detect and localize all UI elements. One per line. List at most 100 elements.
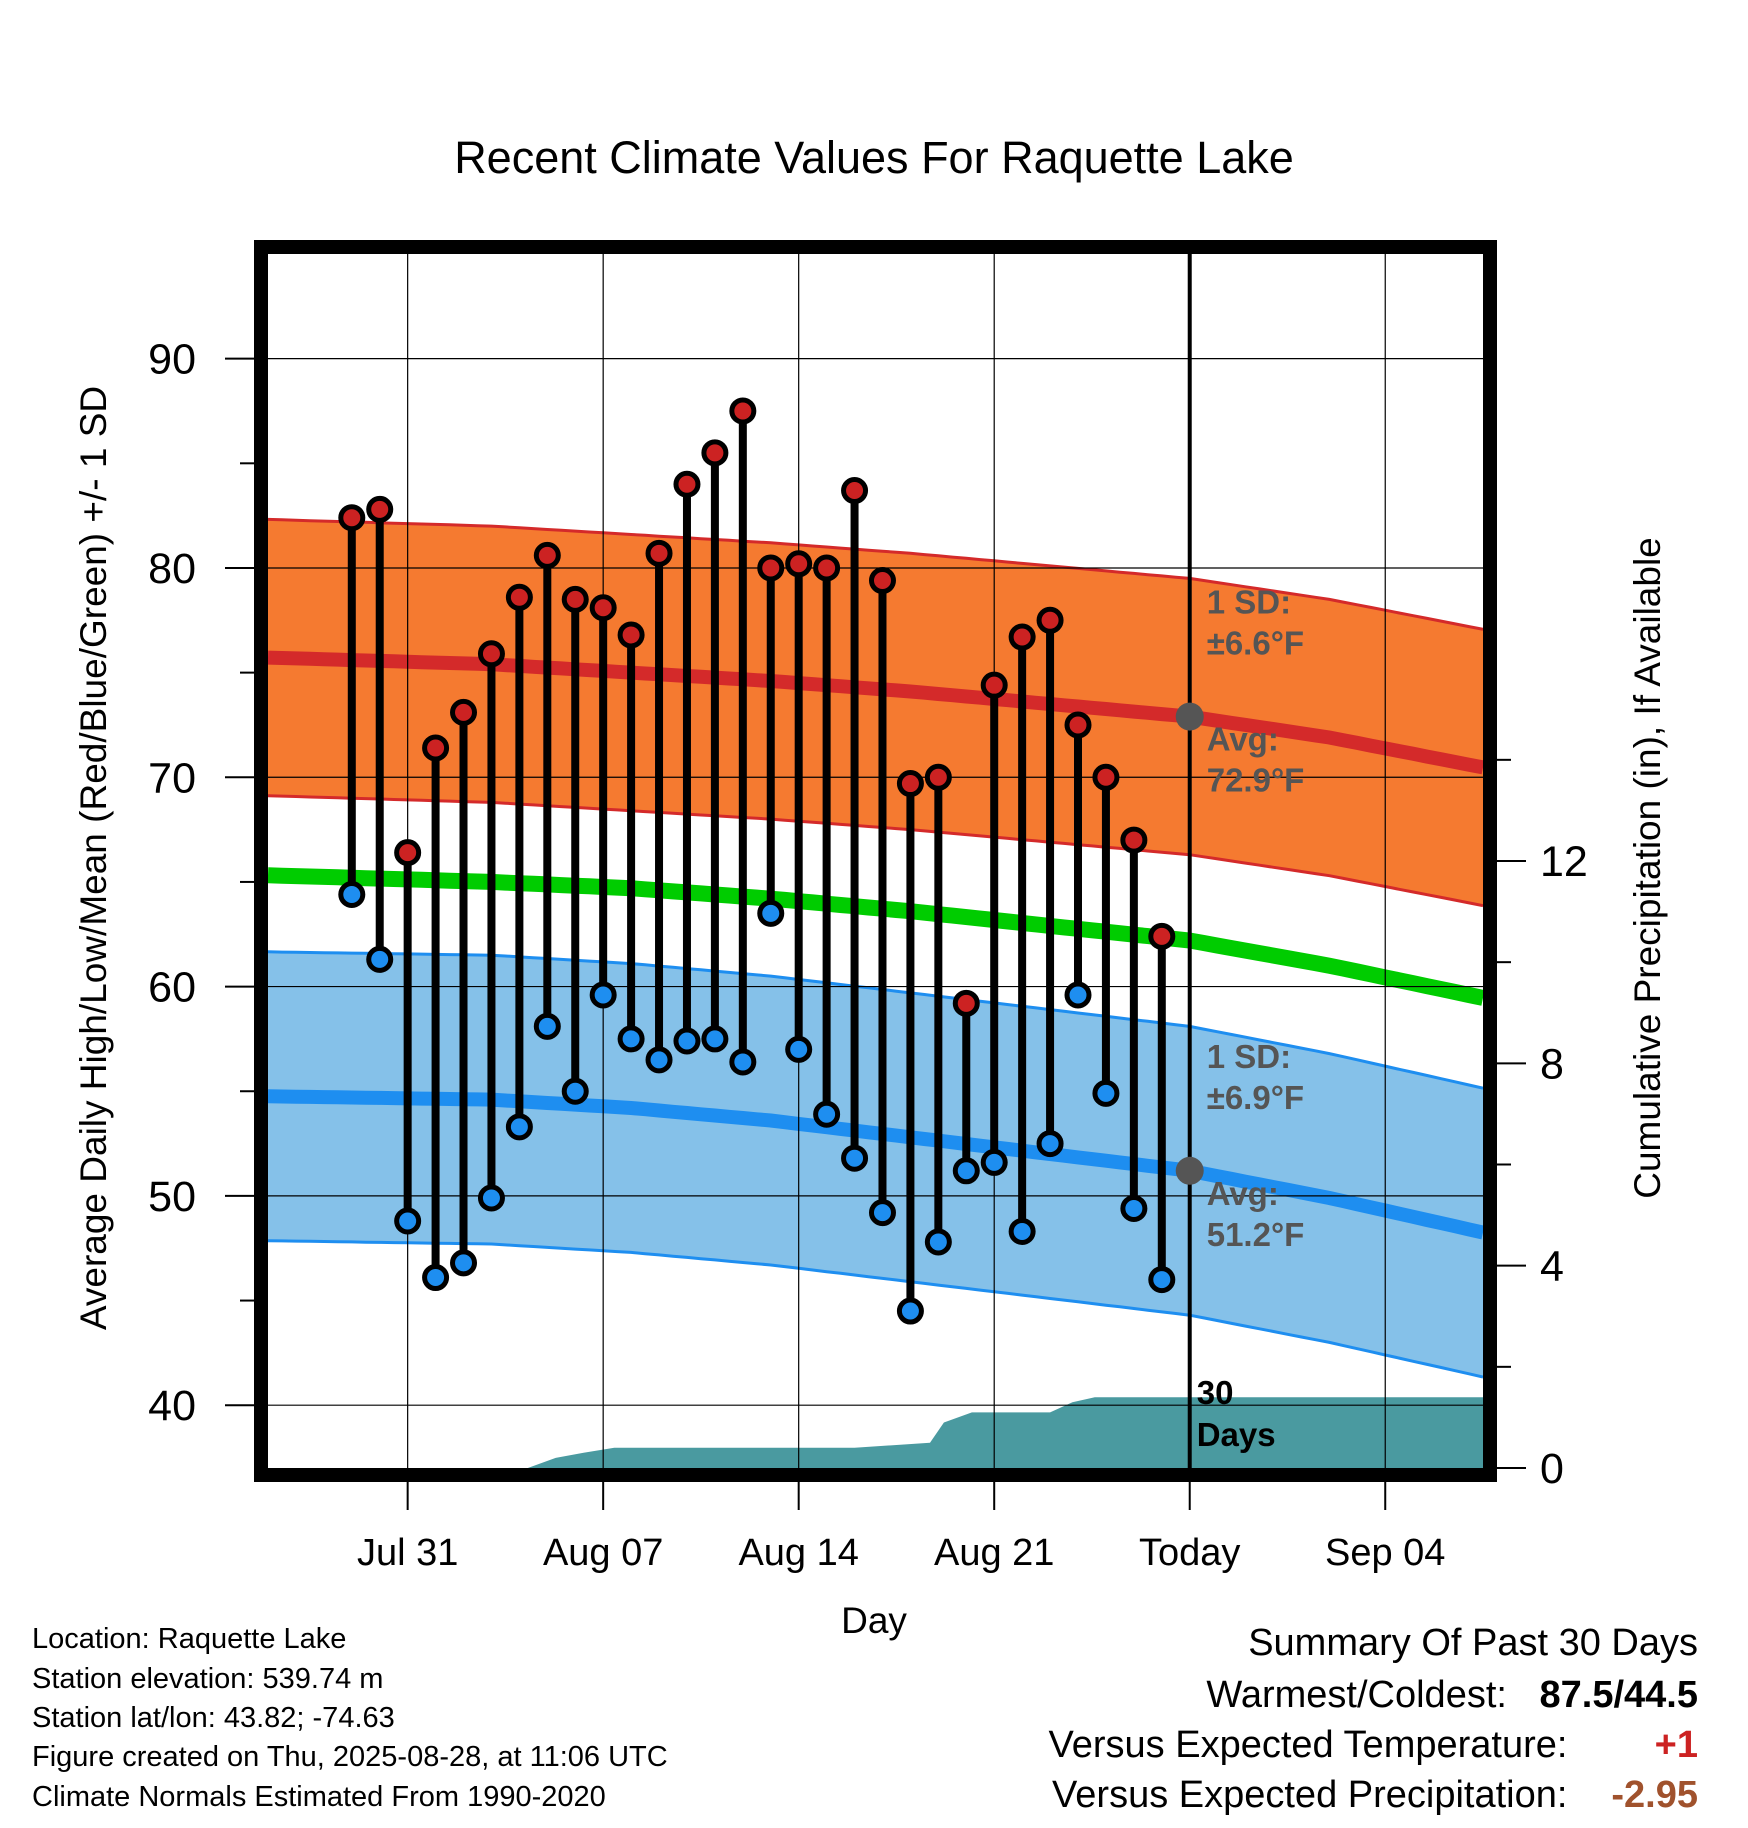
low-sd-label: 1 SD:	[1207, 1038, 1291, 1075]
low-marker	[701, 1025, 729, 1053]
low-avg-label: Avg:	[1207, 1175, 1279, 1212]
high-marker	[394, 839, 422, 867]
low-marker	[338, 880, 366, 908]
high-marker	[589, 594, 617, 622]
y-tick-label: 50	[148, 1173, 196, 1221]
high-marker	[673, 470, 701, 498]
summary-temp: Versus Expected Temperature: +1	[1049, 1724, 1698, 1767]
low-marker	[645, 1046, 673, 1074]
y-right-tick-label: 12	[1540, 838, 1588, 886]
high-marker	[422, 734, 450, 762]
x-tick-label: Aug 07	[543, 1532, 663, 1574]
high-marker	[561, 585, 589, 613]
low-marker	[841, 1144, 869, 1172]
x-axis-label: Day	[841, 1600, 907, 1641]
summary-warm-cold: Warmest/Coldest: 87.5/44.5	[1206, 1674, 1698, 1717]
high-marker	[505, 583, 533, 611]
high-sd-lower-edge	[268, 794, 1483, 908]
high-marker	[924, 763, 952, 791]
low-marker	[896, 1297, 924, 1325]
high-marker	[477, 640, 505, 668]
today-low-avg-dot	[1175, 1156, 1204, 1185]
precip-area	[268, 1397, 1483, 1468]
y-tick-label: 60	[148, 964, 196, 1012]
low-marker	[1120, 1194, 1148, 1222]
low-marker	[924, 1228, 952, 1256]
high-marker	[785, 550, 813, 578]
temp-value: +1	[1654, 1724, 1698, 1766]
high-marker	[338, 504, 366, 532]
high-marker	[729, 397, 757, 425]
high-marker	[450, 698, 478, 726]
high-sd-value: ±6.6°F	[1207, 625, 1304, 662]
low-avg-value: 51.2°F	[1207, 1216, 1305, 1253]
high-marker	[366, 495, 394, 523]
high-marker	[701, 439, 729, 467]
y-right-tick-label: 0	[1540, 1445, 1564, 1493]
y-right-tick-label: 8	[1540, 1040, 1564, 1088]
y-axis-label-right: Cumulative Precipitation (in), If Availa…	[1627, 537, 1668, 1199]
info-elevation: Station elevation: 539.74 m	[32, 1663, 384, 1695]
summary-heading: Summary Of Past 30 Days	[1248, 1622, 1698, 1664]
x-tick-label: Sep 04	[1325, 1532, 1445, 1574]
high-avg-label: Avg:	[1207, 721, 1279, 758]
x-tick-label: Today	[1139, 1532, 1240, 1574]
summary-precip: Versus Expected Precipitation: -2.95	[1052, 1774, 1698, 1817]
plot-frame	[254, 240, 1497, 1482]
precip-days-number: 30	[1197, 1374, 1234, 1411]
low-marker	[980, 1148, 1008, 1176]
high-marker	[617, 621, 645, 649]
precip-label: Versus Expected Precipitation:	[1052, 1774, 1568, 1816]
low-marker	[450, 1249, 478, 1277]
plot-area	[268, 517, 1483, 1468]
low-marker	[1148, 1266, 1176, 1294]
grid	[268, 254, 1483, 1468]
high-marker	[1008, 623, 1036, 651]
high-marker	[1064, 711, 1092, 739]
temp-label: Versus Expected Temperature:	[1048, 1724, 1568, 1766]
y-axis-label-left: Average Daily High/Low/Mean (Red/Blue/Gr…	[73, 386, 114, 1330]
high-marker	[757, 554, 785, 582]
low-marker	[1092, 1079, 1120, 1107]
high-marker	[1120, 826, 1148, 854]
low-marker	[757, 899, 785, 927]
low-sd-value: ±6.9°F	[1207, 1079, 1304, 1116]
y-tick-label: 70	[148, 754, 196, 802]
high-marker	[533, 541, 561, 569]
y-right-tick-label: 4	[1540, 1243, 1564, 1291]
normal-high-line	[268, 650, 1483, 775]
warm-cold-label: Warmest/Coldest:	[1206, 1674, 1507, 1716]
warm-cold-value: 87.5/44.5	[1539, 1674, 1698, 1716]
low-marker	[868, 1199, 896, 1227]
low-marker	[785, 1035, 813, 1063]
low-marker	[561, 1077, 589, 1105]
low-marker	[729, 1048, 757, 1076]
high-avg-value: 72.9°F	[1207, 762, 1305, 799]
high-marker	[841, 477, 869, 505]
high-sd-label: 1 SD:	[1207, 584, 1291, 621]
high-marker	[1092, 763, 1120, 791]
low-marker	[1036, 1130, 1064, 1158]
x-tick-label: Jul 31	[357, 1532, 458, 1574]
normal-low-line	[268, 1089, 1483, 1240]
high-marker	[645, 539, 673, 567]
y-tick-label: 40	[148, 1382, 196, 1430]
high-marker	[952, 989, 980, 1017]
low-marker	[505, 1113, 533, 1141]
low-marker	[617, 1025, 645, 1053]
x-tick-label: Aug 14	[738, 1532, 858, 1574]
low-marker	[533, 1012, 561, 1040]
high-marker	[813, 554, 841, 582]
low-marker	[422, 1264, 450, 1292]
low-marker	[813, 1100, 841, 1128]
high-marker	[896, 770, 924, 798]
low-marker	[952, 1157, 980, 1185]
y-tick-label: 80	[148, 545, 196, 593]
chart-title: Recent Climate Values For Raquette Lake	[454, 132, 1294, 183]
low-marker	[366, 945, 394, 973]
low-sd-band	[268, 951, 1483, 1377]
high-marker	[868, 567, 896, 595]
high-marker	[980, 671, 1008, 699]
info-latlon: Station lat/lon: 43.82; -74.63	[32, 1702, 395, 1734]
